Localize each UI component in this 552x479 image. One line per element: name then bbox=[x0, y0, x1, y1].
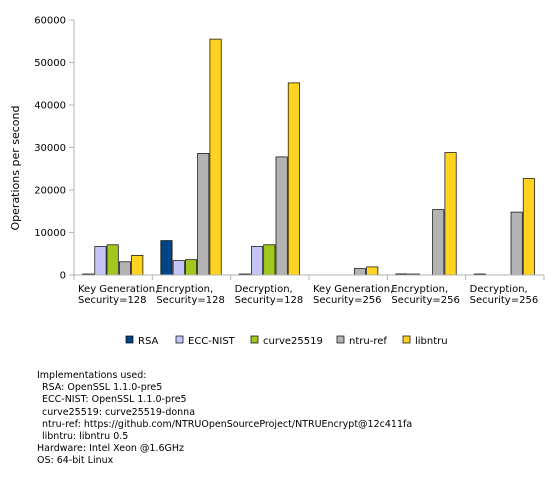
x-tick-label: Encryption, Security=128 bbox=[156, 284, 225, 306]
y-tick-label: 20000 bbox=[34, 186, 66, 197]
y-tick-label: 10000 bbox=[34, 228, 66, 239]
note-line: curve25519: curve25519-donna bbox=[42, 406, 196, 418]
note-line: RSA: OpenSSL 1.1.0-pre5 bbox=[42, 382, 163, 394]
bar bbox=[444, 152, 457, 276]
legend-label: ntru-ref bbox=[349, 336, 387, 347]
bars bbox=[82, 38, 535, 276]
bar bbox=[209, 38, 222, 276]
y-tick-label: 30000 bbox=[34, 143, 66, 154]
hardware-note: Hardware: Intel Xeon @1.6GHz bbox=[37, 443, 185, 455]
x-tick-label: Key Generation, Security=256 bbox=[313, 284, 393, 306]
legend-swatch bbox=[125, 335, 134, 344]
bar bbox=[522, 178, 535, 276]
y-axis: 0 10000 20000 30000 40000 50000 60000 bbox=[34, 16, 75, 282]
bar bbox=[510, 211, 523, 276]
bar bbox=[275, 156, 288, 276]
note-line: libntru: libntru 0.5 bbox=[42, 431, 129, 443]
bar bbox=[185, 259, 198, 276]
bar bbox=[94, 246, 107, 276]
y-tick-label: 50000 bbox=[34, 58, 66, 69]
bar bbox=[287, 82, 300, 276]
legend-swatch bbox=[250, 335, 259, 344]
legend-label: ECC-NIST bbox=[188, 336, 236, 347]
bar-chart: 0 10000 20000 30000 40000 50000 60000 Key Gene… bbox=[9, 16, 545, 347]
bar bbox=[160, 240, 173, 276]
bar bbox=[197, 153, 210, 276]
y-tick-label: 40000 bbox=[34, 101, 66, 112]
bar bbox=[263, 244, 276, 276]
x-tick-label: Encryption, Security=256 bbox=[391, 284, 460, 306]
os-note: OS: 64-bit Linux bbox=[37, 455, 114, 467]
x-tick-label: Key Generation, Security=128 bbox=[78, 284, 158, 306]
bar bbox=[366, 266, 379, 276]
legend-swatch bbox=[402, 335, 411, 344]
implementation-notes: Implementations used: RSA: OpenSSL 1.1.0… bbox=[37, 370, 412, 468]
legend-label: RSA bbox=[138, 336, 158, 347]
bar bbox=[118, 261, 131, 276]
legend-swatch bbox=[175, 335, 184, 344]
y-axis-label: Operations per second bbox=[9, 106, 22, 231]
notes-heading: Implementations used: bbox=[37, 370, 147, 381]
bar bbox=[432, 209, 445, 276]
legend: RSA ECC-NIST curve25519 ntru-ref libntru bbox=[125, 335, 448, 347]
legend-label: libntru bbox=[415, 336, 448, 347]
bar bbox=[353, 268, 366, 276]
x-tick-label: Decryption, Security=128 bbox=[235, 284, 304, 306]
bar bbox=[106, 244, 119, 276]
x-tick-label: Decryption, Security=256 bbox=[470, 284, 539, 306]
note-line: ECC-NIST: OpenSSL 1.1.0-pre5 bbox=[42, 394, 187, 406]
y-tick-label: 60000 bbox=[34, 16, 66, 27]
y-tick-label: 0 bbox=[60, 271, 66, 282]
note-line: ntru-ref: https://github.com/NTRUOpenSou… bbox=[42, 418, 413, 430]
legend-swatch bbox=[336, 335, 345, 344]
bar bbox=[172, 260, 185, 276]
bar bbox=[131, 255, 144, 276]
legend-label: curve25519 bbox=[263, 336, 323, 347]
bar bbox=[251, 246, 264, 276]
